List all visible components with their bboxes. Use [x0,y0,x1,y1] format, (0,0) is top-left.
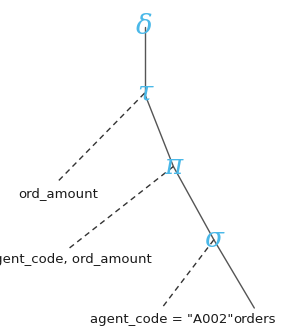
Text: τ: τ [137,80,152,107]
Text: agent_code = "A002": agent_code = "A002" [90,313,234,326]
Text: agent_code, ord_amount: agent_code, ord_amount [0,253,152,266]
Text: orders: orders [233,313,276,326]
Text: δ: δ [136,13,153,40]
Text: π: π [164,153,183,180]
Text: σ: σ [204,226,223,253]
Text: ord_amount: ord_amount [18,186,98,200]
